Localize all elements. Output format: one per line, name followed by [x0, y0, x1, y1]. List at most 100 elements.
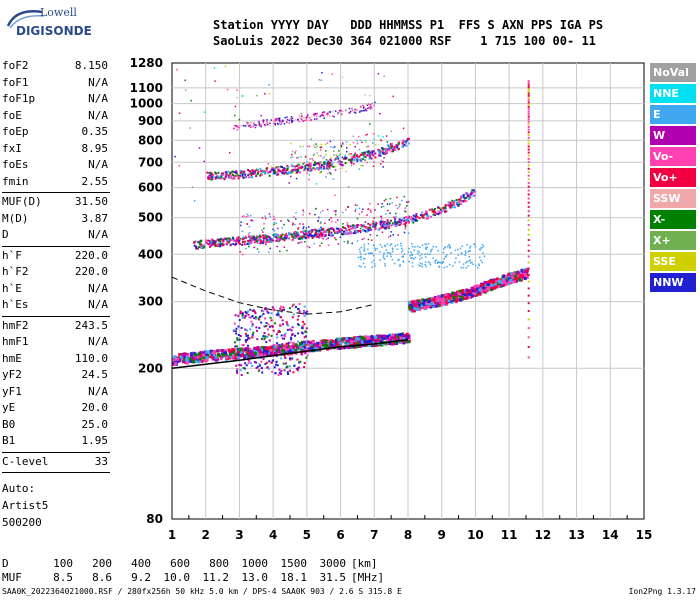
echo-point — [263, 337, 266, 340]
echo-point — [302, 310, 305, 313]
echo-point — [367, 107, 369, 110]
echo-point — [262, 310, 265, 313]
echo-point — [319, 222, 322, 224]
echo-point — [258, 237, 261, 240]
interference-point — [527, 161, 530, 164]
echo-point — [272, 307, 275, 310]
echo-point — [241, 313, 244, 316]
echo-point — [427, 297, 431, 301]
echo-point — [461, 253, 463, 255]
echo-point — [402, 261, 405, 263]
echo-point — [389, 253, 392, 256]
echo-point — [362, 228, 365, 231]
echo-point — [374, 223, 377, 226]
table-cell: 400 — [131, 557, 151, 570]
echo-point — [178, 112, 181, 114]
interference-point — [527, 197, 530, 200]
echo-point — [274, 124, 277, 126]
echo-point — [453, 203, 456, 206]
echo-point — [219, 245, 222, 248]
echo-point — [275, 117, 278, 120]
echo-point — [407, 215, 410, 218]
echo-point — [296, 170, 299, 173]
echo-point — [270, 319, 273, 322]
echo-point — [356, 337, 360, 341]
echo-point — [258, 124, 260, 127]
echo-point — [304, 155, 307, 157]
table-cell: 8.6 — [92, 571, 112, 584]
echo-point — [437, 294, 441, 298]
echo-point — [437, 210, 440, 213]
echo-point — [462, 194, 465, 197]
echo-point — [267, 162, 270, 165]
echo-point — [228, 241, 231, 244]
echo-point — [241, 314, 244, 317]
param-name: foF2 — [2, 59, 29, 72]
echo-point — [219, 243, 222, 246]
interference-point — [527, 120, 530, 123]
echo-point — [473, 194, 476, 197]
echo-point — [405, 225, 407, 227]
echo-point — [268, 92, 271, 95]
echo-point — [389, 197, 392, 200]
echo-point — [233, 114, 236, 117]
echo-point — [464, 252, 467, 254]
param-value: N/A — [88, 298, 108, 311]
param-row: foF1p N/A — [2, 91, 110, 108]
echo-point — [415, 215, 418, 218]
echo-point — [222, 238, 225, 241]
echo-point — [309, 101, 311, 103]
echo-point — [325, 153, 327, 156]
echo-point — [364, 108, 367, 111]
echo-point — [296, 358, 299, 361]
echo-point — [405, 144, 408, 147]
echo-point — [372, 254, 375, 257]
echo-point — [289, 358, 292, 361]
echo-point — [193, 244, 196, 247]
echo-point — [282, 346, 286, 350]
echo-point — [399, 332, 403, 336]
echo-point — [374, 265, 376, 267]
echo-point — [421, 257, 423, 259]
echo-point — [233, 127, 236, 130]
echo-point — [277, 349, 281, 353]
echo-point — [379, 112, 381, 115]
echo-point — [353, 154, 356, 157]
echo-point — [366, 340, 370, 344]
echo-point — [273, 215, 275, 218]
echo-point — [289, 345, 293, 349]
echo-point — [290, 163, 293, 166]
echo-point — [293, 334, 296, 337]
echo-point — [298, 361, 301, 364]
echo-point — [246, 242, 249, 245]
echo-point — [472, 286, 476, 290]
echo-point — [467, 195, 470, 198]
echo-point — [357, 256, 360, 259]
echo-point — [300, 112, 303, 115]
echo-point — [237, 351, 240, 354]
echo-point — [256, 240, 259, 243]
echo-point — [459, 198, 462, 201]
echo-point — [319, 149, 322, 151]
param-separator — [2, 192, 110, 193]
echo-point — [354, 108, 356, 111]
echo-point — [272, 167, 275, 170]
echo-point — [406, 139, 409, 142]
echo-point — [292, 224, 294, 226]
echo-point — [266, 354, 269, 357]
echo-point — [293, 364, 296, 367]
echo-point — [303, 315, 306, 318]
echo-point — [277, 165, 280, 168]
echo-point — [366, 104, 369, 106]
echo-point — [407, 200, 410, 203]
echo-point — [437, 249, 439, 252]
echo-point — [308, 226, 310, 228]
echo-point — [367, 228, 370, 231]
echo-point — [243, 356, 246, 359]
echo-point — [403, 141, 406, 144]
echo-point — [266, 366, 269, 369]
echo-point — [460, 266, 462, 269]
echo-point — [452, 201, 455, 204]
echo-point — [403, 143, 406, 146]
echo-point — [232, 237, 235, 240]
